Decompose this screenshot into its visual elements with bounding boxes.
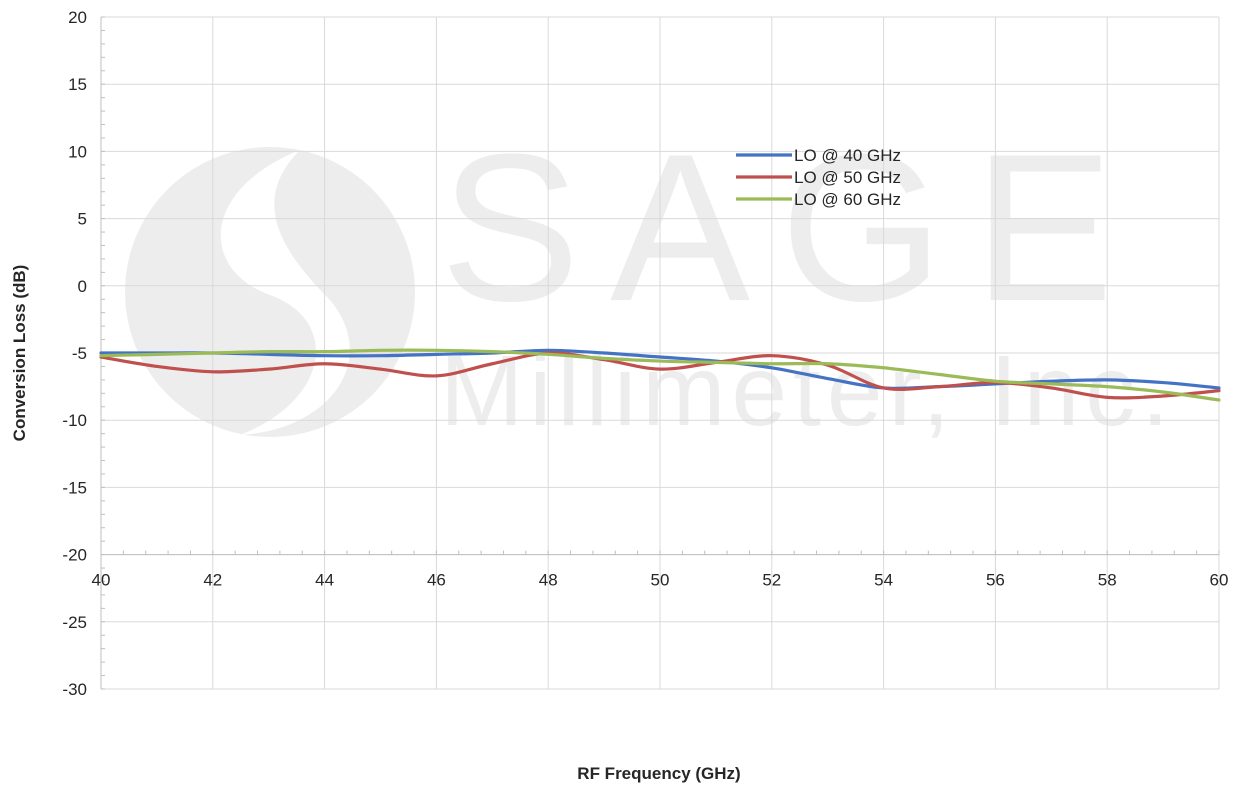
y-tick-label: -5 — [72, 344, 87, 363]
x-tick-label: 50 — [651, 571, 670, 590]
legend-label-3: LO @ 60 GHz — [794, 190, 901, 209]
y-tick-label: -30 — [62, 680, 87, 699]
x-tick-label: 40 — [92, 571, 111, 590]
y-tick-label: 20 — [68, 8, 87, 27]
series-line-2 — [99, 351, 1221, 400]
y-tick-label: 10 — [68, 142, 87, 161]
x-tick-label: 42 — [203, 571, 222, 590]
y-tick-label: -15 — [62, 478, 87, 497]
y-tick-label: -25 — [62, 613, 87, 632]
legend-label-2: LO @ 50 GHz — [794, 168, 901, 187]
series-line-3 — [99, 348, 1221, 402]
x-tick-label: 48 — [539, 571, 558, 590]
legend-label-1: LO @ 40 GHz — [794, 146, 901, 165]
watermark-brand-text: SAGE — [440, 110, 1144, 345]
y-tick-label: -20 — [62, 546, 87, 565]
x-tick-label: 56 — [986, 571, 1005, 590]
x-tick-label: 58 — [1098, 571, 1117, 590]
x-tick-label: 60 — [1210, 571, 1229, 590]
x-tick-label: 44 — [315, 571, 334, 590]
x-tick-label: 46 — [427, 571, 446, 590]
x-tick-label: 52 — [762, 571, 781, 590]
y-tick-label: 15 — [68, 75, 87, 94]
plot-series — [99, 348, 1221, 402]
y-axis-title: Conversion Loss (dB) — [10, 265, 29, 442]
y-tick-label: -10 — [62, 411, 87, 430]
y-tick-label: 5 — [78, 210, 87, 229]
x-tick-label: 54 — [874, 571, 893, 590]
sage-millimeter-watermark: SAGE Millimeter, Inc. — [125, 110, 1169, 447]
y-tick-label: 0 — [78, 277, 87, 296]
x-axis-title: RF Frequency (GHz) — [577, 764, 740, 783]
chart-legend: LO @ 40 GHz LO @ 50 GHz LO @ 60 GHz — [736, 146, 901, 209]
